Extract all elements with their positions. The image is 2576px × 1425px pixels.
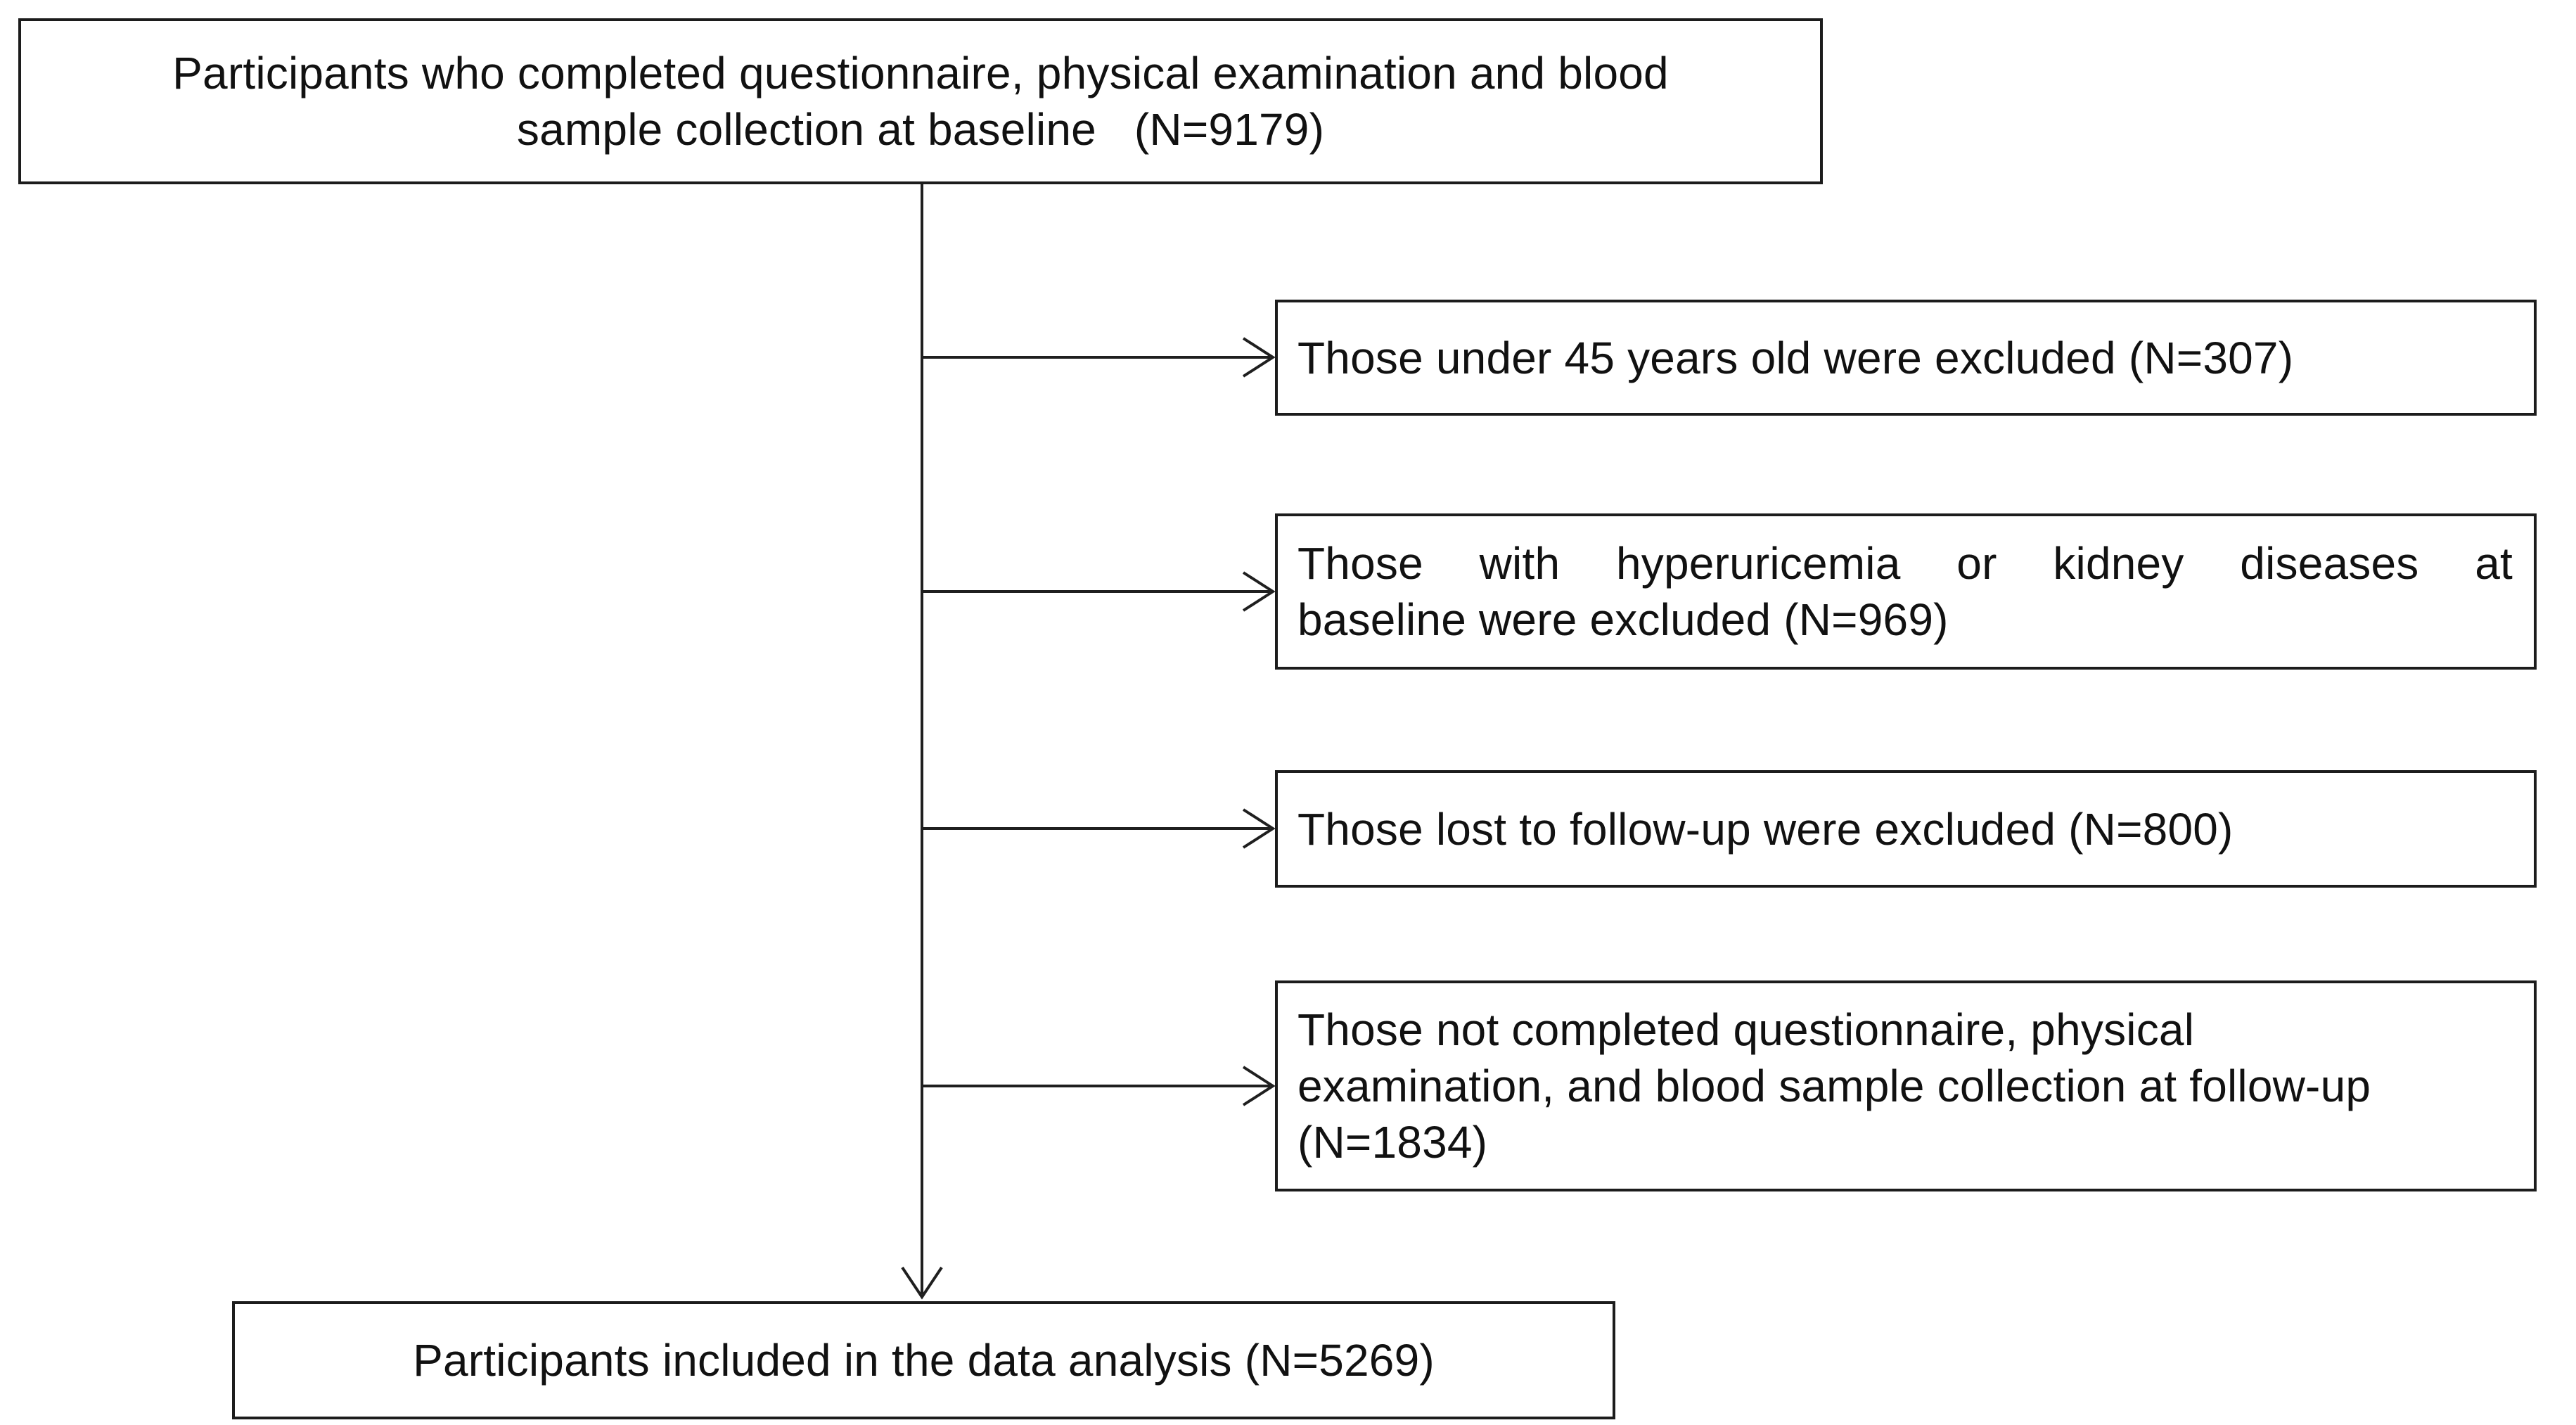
right-arrowhead-1 (1242, 337, 1276, 378)
baseline-box-line-1: Participants who completed questionnaire… (172, 48, 1669, 98)
down-arrowhead (901, 1266, 943, 1300)
exclusion-box-incomplete-followup: Those not completed questionnaire, physi… (1275, 980, 2537, 1191)
exclusion-box-lost-followup: Those lost to follow-up were excluded (N… (1275, 770, 2537, 888)
exclusion-incomplete-line-3: (N=1834) (1297, 1117, 1488, 1168)
analysis-box-text: Participants included in the data analys… (413, 1335, 1435, 1386)
exclusion-hyperuricemia-line-2: baseline were excluded (N=969) (1297, 594, 1949, 645)
exclusion-lost-followup-text: Those lost to follow-up were excluded (N… (1297, 803, 2234, 855)
exclusion-incomplete-line-1: Those not completed questionnaire, physi… (1297, 1004, 2195, 1055)
exclusion-box-under-45: Those under 45 years old were excluded (… (1275, 300, 2537, 416)
exclusion-hyperuricemia-line-1: Those with hyperuricemia or kidney disea… (1297, 538, 2513, 589)
right-arrowhead-4 (1242, 1066, 1276, 1106)
analysis-box: Participants included in the data analys… (232, 1301, 1615, 1419)
exclusion-box-hyperuricemia-kidney: Those with hyperuricemia or kidney disea… (1275, 513, 2537, 670)
exclusion-incomplete-line-2: examination, and blood sample collection… (1297, 1061, 2371, 1111)
right-arrowhead-2 (1242, 571, 1276, 612)
baseline-box: Participants who completed questionnaire… (18, 18, 1823, 184)
right-arrowhead-3 (1242, 808, 1276, 849)
baseline-box-line-2: sample collection at baseline (N=9179) (516, 104, 1325, 155)
exclusion-under-45-text: Those under 45 years old were excluded (… (1297, 332, 2294, 383)
